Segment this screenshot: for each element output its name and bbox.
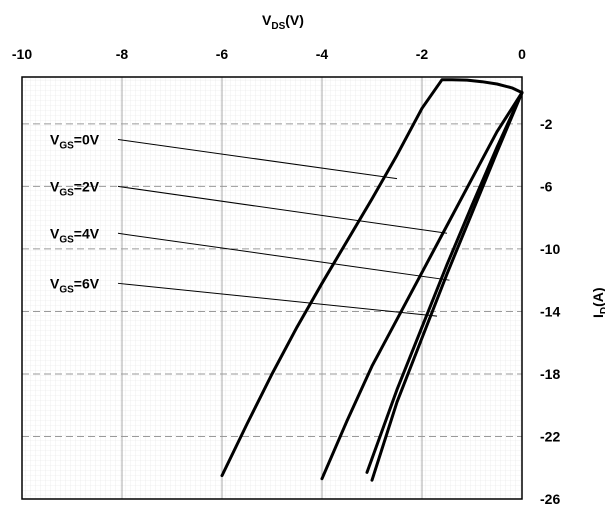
x-axis-title-tail: (V) (285, 12, 304, 28)
x-tick-label: -10 (12, 46, 32, 62)
y-tick-label: -18 (540, 366, 560, 382)
x-axis-title: VDS(V) (262, 12, 304, 32)
x-tick-label: 0 (518, 46, 526, 62)
vgs-annotation-label: VGS=4V (50, 225, 100, 245)
series-line (320, 91, 524, 481)
annotation-leader-line (117, 185, 448, 234)
series-group (220, 78, 524, 482)
annotation-sub: GS (59, 234, 74, 245)
x-axis-title-sub: DS (271, 21, 285, 32)
x-tick-label: -4 (316, 46, 329, 62)
series-line (365, 91, 524, 474)
annotation-tail: =0V (74, 132, 100, 148)
vgs-annotation-label: VGS=0V (50, 132, 100, 152)
annotation-main: V (50, 275, 60, 291)
annotation-leader-line (117, 282, 438, 317)
plot-frame (21, 76, 523, 500)
y-tick-label: -26 (540, 491, 560, 507)
y-axis-title-tail: (A) (590, 287, 605, 306)
annotation-tail: =4V (74, 225, 100, 241)
y-tick-label: -2 (540, 116, 553, 132)
series-line (220, 78, 524, 478)
annotation-sub: GS (59, 141, 74, 152)
y-axis-title-sub: D (599, 307, 605, 314)
x-ticks: -10 -8 -6 -4 -2 0 (12, 46, 526, 62)
vgs-annotation-label: VGS=6V (50, 275, 100, 295)
annotation-sub: GS (59, 284, 74, 295)
major-grid (22, 77, 522, 499)
y-tick-label: -6 (540, 178, 553, 194)
y-axis-title: ID(A) (590, 287, 605, 318)
annotation-main: V (50, 132, 60, 148)
annotation-leader-line (117, 139, 398, 180)
y-ticks: -2 -6 -10 -14 -18 -22 -26 (540, 116, 560, 507)
annotation-tail: =2V (74, 178, 100, 194)
x-axis-title-main: V (262, 12, 272, 28)
annotation-sub: GS (59, 187, 74, 198)
x-tick-label: -8 (116, 46, 129, 62)
annotation-main: V (50, 178, 60, 194)
y-axis-title-main: I (590, 314, 605, 318)
annotation-leader-line (117, 232, 450, 281)
y-tick-label: -14 (540, 303, 560, 319)
annotation-tail: =6V (74, 275, 100, 291)
series-line (370, 91, 524, 482)
x-tick-label: -2 (416, 46, 429, 62)
y-tick-label: -10 (540, 241, 560, 257)
x-tick-label: -6 (216, 46, 229, 62)
annotation-main: V (50, 225, 60, 241)
vgs-annotation-label: VGS=2V (50, 178, 100, 198)
y-tick-label: -22 (540, 428, 560, 444)
